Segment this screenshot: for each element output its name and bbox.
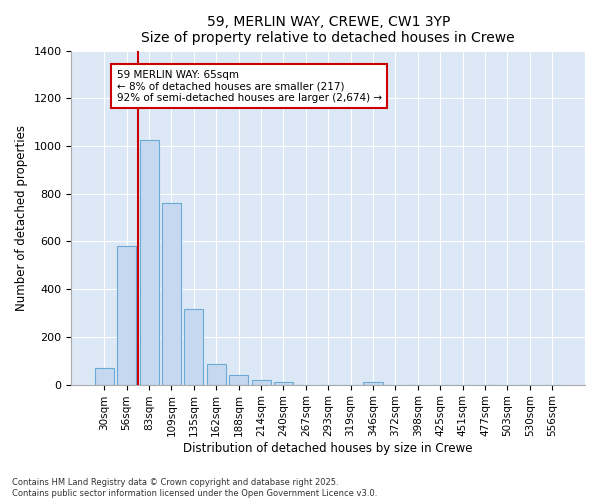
X-axis label: Distribution of detached houses by size in Crewe: Distribution of detached houses by size … — [184, 442, 473, 455]
Text: Contains HM Land Registry data © Crown copyright and database right 2025.
Contai: Contains HM Land Registry data © Crown c… — [12, 478, 377, 498]
Title: 59, MERLIN WAY, CREWE, CW1 3YP
Size of property relative to detached houses in C: 59, MERLIN WAY, CREWE, CW1 3YP Size of p… — [142, 15, 515, 45]
Bar — [274, 382, 293, 384]
Text: 59 MERLIN WAY: 65sqm
← 8% of detached houses are smaller (217)
92% of semi-detac: 59 MERLIN WAY: 65sqm ← 8% of detached ho… — [116, 70, 382, 103]
Bar — [207, 364, 226, 384]
Bar — [229, 375, 248, 384]
Bar — [364, 382, 383, 384]
Bar — [162, 203, 181, 384]
Bar — [184, 310, 203, 384]
Bar — [140, 140, 158, 384]
Bar — [251, 380, 271, 384]
Bar — [117, 246, 136, 384]
Bar — [95, 368, 114, 384]
Y-axis label: Number of detached properties: Number of detached properties — [15, 124, 28, 310]
